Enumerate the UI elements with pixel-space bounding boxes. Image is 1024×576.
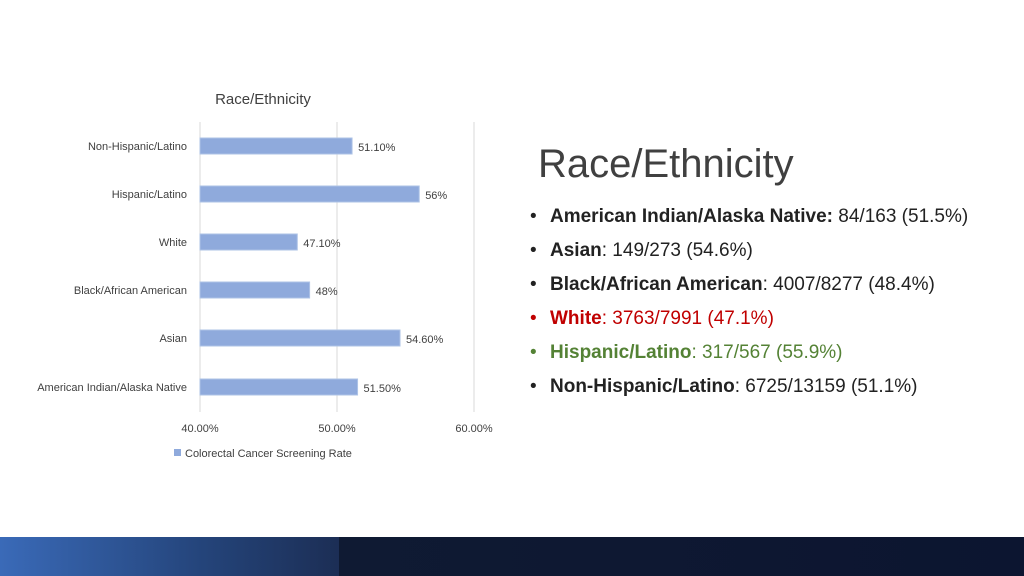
x-tick-label: 50.00% <box>318 423 356 435</box>
bullet-item: • Hispanic/Latino: 317/567 (55.9%) <box>530 336 968 370</box>
bullet-text: : 6725/13159 (51.1%) <box>734 376 918 397</box>
bullet-dot: • <box>530 342 537 363</box>
footer-bar-accent <box>0 537 339 576</box>
bullet-label: Hispanic/Latino <box>550 342 692 363</box>
bullet-label: Black/African American <box>550 274 763 295</box>
bar <box>199 378 359 396</box>
legend-swatch <box>174 449 181 456</box>
x-tick-label: 60.00% <box>455 423 493 435</box>
slide-title: Race/Ethnicity <box>538 142 794 186</box>
data-label: 51.10% <box>358 142 396 154</box>
bar <box>199 233 298 251</box>
bullet-dot: • <box>530 308 537 329</box>
bullet-dot: • <box>530 206 537 227</box>
bar <box>199 137 353 155</box>
x-tick-label: 40.00% <box>181 423 219 435</box>
bullet-item: • Non-Hispanic/Latino: 6725/13159 (51.1%) <box>530 370 968 404</box>
bullet-item: • Asian: 149/273 (54.6%) <box>530 234 968 268</box>
bullet-label: Asian <box>550 240 602 261</box>
bullet-item: • American Indian/Alaska Native: 84/163 (… <box>530 200 968 234</box>
bar <box>199 185 420 203</box>
bullet-item: • White: 3763/7991 (47.1%) <box>530 302 968 336</box>
legend-label: Colorectal Cancer Screening Rate <box>185 448 352 460</box>
data-label: 56% <box>425 190 447 202</box>
data-label: 47.10% <box>303 238 341 250</box>
category-label: Black/African American <box>74 285 187 297</box>
bullet-text: : 317/567 (55.9%) <box>691 342 843 363</box>
bullet-list: • American Indian/Alaska Native: 84/163 (… <box>530 200 968 404</box>
data-label: 51.50% <box>364 383 402 395</box>
bar <box>199 281 311 299</box>
bullet-dot: • <box>530 240 537 261</box>
category-label: Non-Hispanic/Latino <box>88 141 187 153</box>
bullet-text: 84/163 (51.5%) <box>833 206 969 227</box>
bullet-label: Non-Hispanic/Latino <box>550 376 735 397</box>
bullet-label: American Indian/Alaska Native: <box>550 206 833 227</box>
bullet-item: • Black/African American: 4007/8277 (48.4… <box>530 268 968 302</box>
bullet-dot: • <box>530 376 537 397</box>
data-label: 48% <box>316 286 338 298</box>
bullet-dot: • <box>530 274 537 295</box>
category-label: Hispanic/Latino <box>112 189 187 201</box>
data-label: 54.60% <box>406 334 444 346</box>
bar <box>199 329 401 347</box>
bullet-label: White <box>550 308 602 329</box>
category-label: American Indian/Alaska Native <box>37 382 187 394</box>
chart-title: Race/Ethnicity <box>215 91 311 108</box>
bullet-text: : 149/273 (54.6%) <box>601 240 753 261</box>
bullet-text: : 3763/7991 (47.1%) <box>601 308 774 329</box>
footer-bar <box>0 537 1024 576</box>
category-label: Asian <box>159 333 187 345</box>
bullet-text: : 4007/8277 (48.4%) <box>762 274 935 295</box>
category-label: White <box>159 237 187 249</box>
